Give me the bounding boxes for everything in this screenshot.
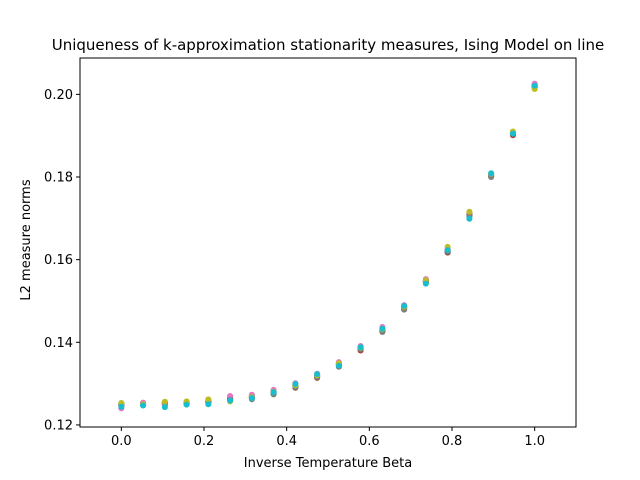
data-point (140, 402, 147, 409)
data-point (161, 398, 168, 405)
data-point (488, 170, 495, 177)
y-axis-label: L2 measure norms (19, 179, 34, 300)
x-tick-label: 0.0 (111, 434, 132, 449)
chart-title: Uniqueness of k-approximation stationari… (52, 36, 604, 54)
data-point (227, 393, 234, 400)
x-axis-ticks: 0.0 0.2 0.4 0.6 0.8 1.0 (111, 427, 545, 449)
data-point (270, 389, 277, 396)
data-point (379, 325, 386, 332)
data-point (205, 401, 212, 408)
plot-frame (79, 57, 577, 428)
data-point (422, 280, 429, 287)
x-tick-label: 0.2 (194, 434, 215, 449)
data-point (531, 82, 538, 89)
data-point (314, 371, 321, 378)
data-point (357, 344, 364, 351)
data-point (248, 395, 255, 402)
y-tick-label: 0.14 (44, 336, 73, 351)
data-point (118, 403, 125, 410)
data-point (183, 401, 190, 408)
y-tick-label: 0.18 (44, 171, 73, 186)
y-tick-label: 0.16 (44, 253, 73, 268)
data-point (444, 247, 451, 254)
x-axis-label: Inverse Temperature Beta (244, 456, 412, 471)
y-tick-label: 0.20 (44, 88, 73, 103)
data-point (401, 302, 408, 309)
y-tick-label: 0.12 (44, 418, 73, 433)
data-point (161, 404, 168, 411)
x-tick-label: 0.8 (442, 434, 463, 449)
x-tick-label: 1.0 (524, 434, 545, 449)
x-tick-label: 0.4 (276, 434, 297, 449)
data-point (466, 208, 473, 215)
data-point (466, 215, 473, 222)
data-point (335, 362, 342, 369)
data-point (292, 381, 299, 388)
x-tick-label: 0.6 (359, 434, 380, 449)
data-point (205, 396, 212, 403)
data-points (118, 80, 538, 412)
data-point (509, 130, 516, 137)
y-axis-ticks: 0.12 0.14 0.16 0.18 0.20 (44, 88, 80, 433)
data-point (227, 397, 234, 404)
